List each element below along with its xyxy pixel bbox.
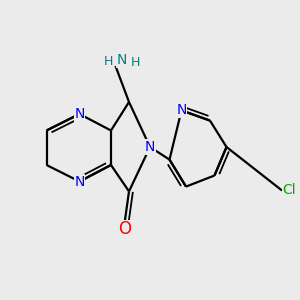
- Text: N: N: [145, 140, 155, 154]
- Text: Cl: Cl: [283, 184, 296, 197]
- Text: N: N: [74, 107, 85, 121]
- Text: H: H: [130, 56, 140, 70]
- Text: H: H: [103, 55, 113, 68]
- Text: N: N: [74, 175, 85, 188]
- Text: O: O: [118, 220, 131, 238]
- Text: N: N: [176, 103, 187, 117]
- Text: N: N: [74, 107, 85, 121]
- Text: N: N: [74, 175, 85, 188]
- Text: N: N: [116, 53, 127, 67]
